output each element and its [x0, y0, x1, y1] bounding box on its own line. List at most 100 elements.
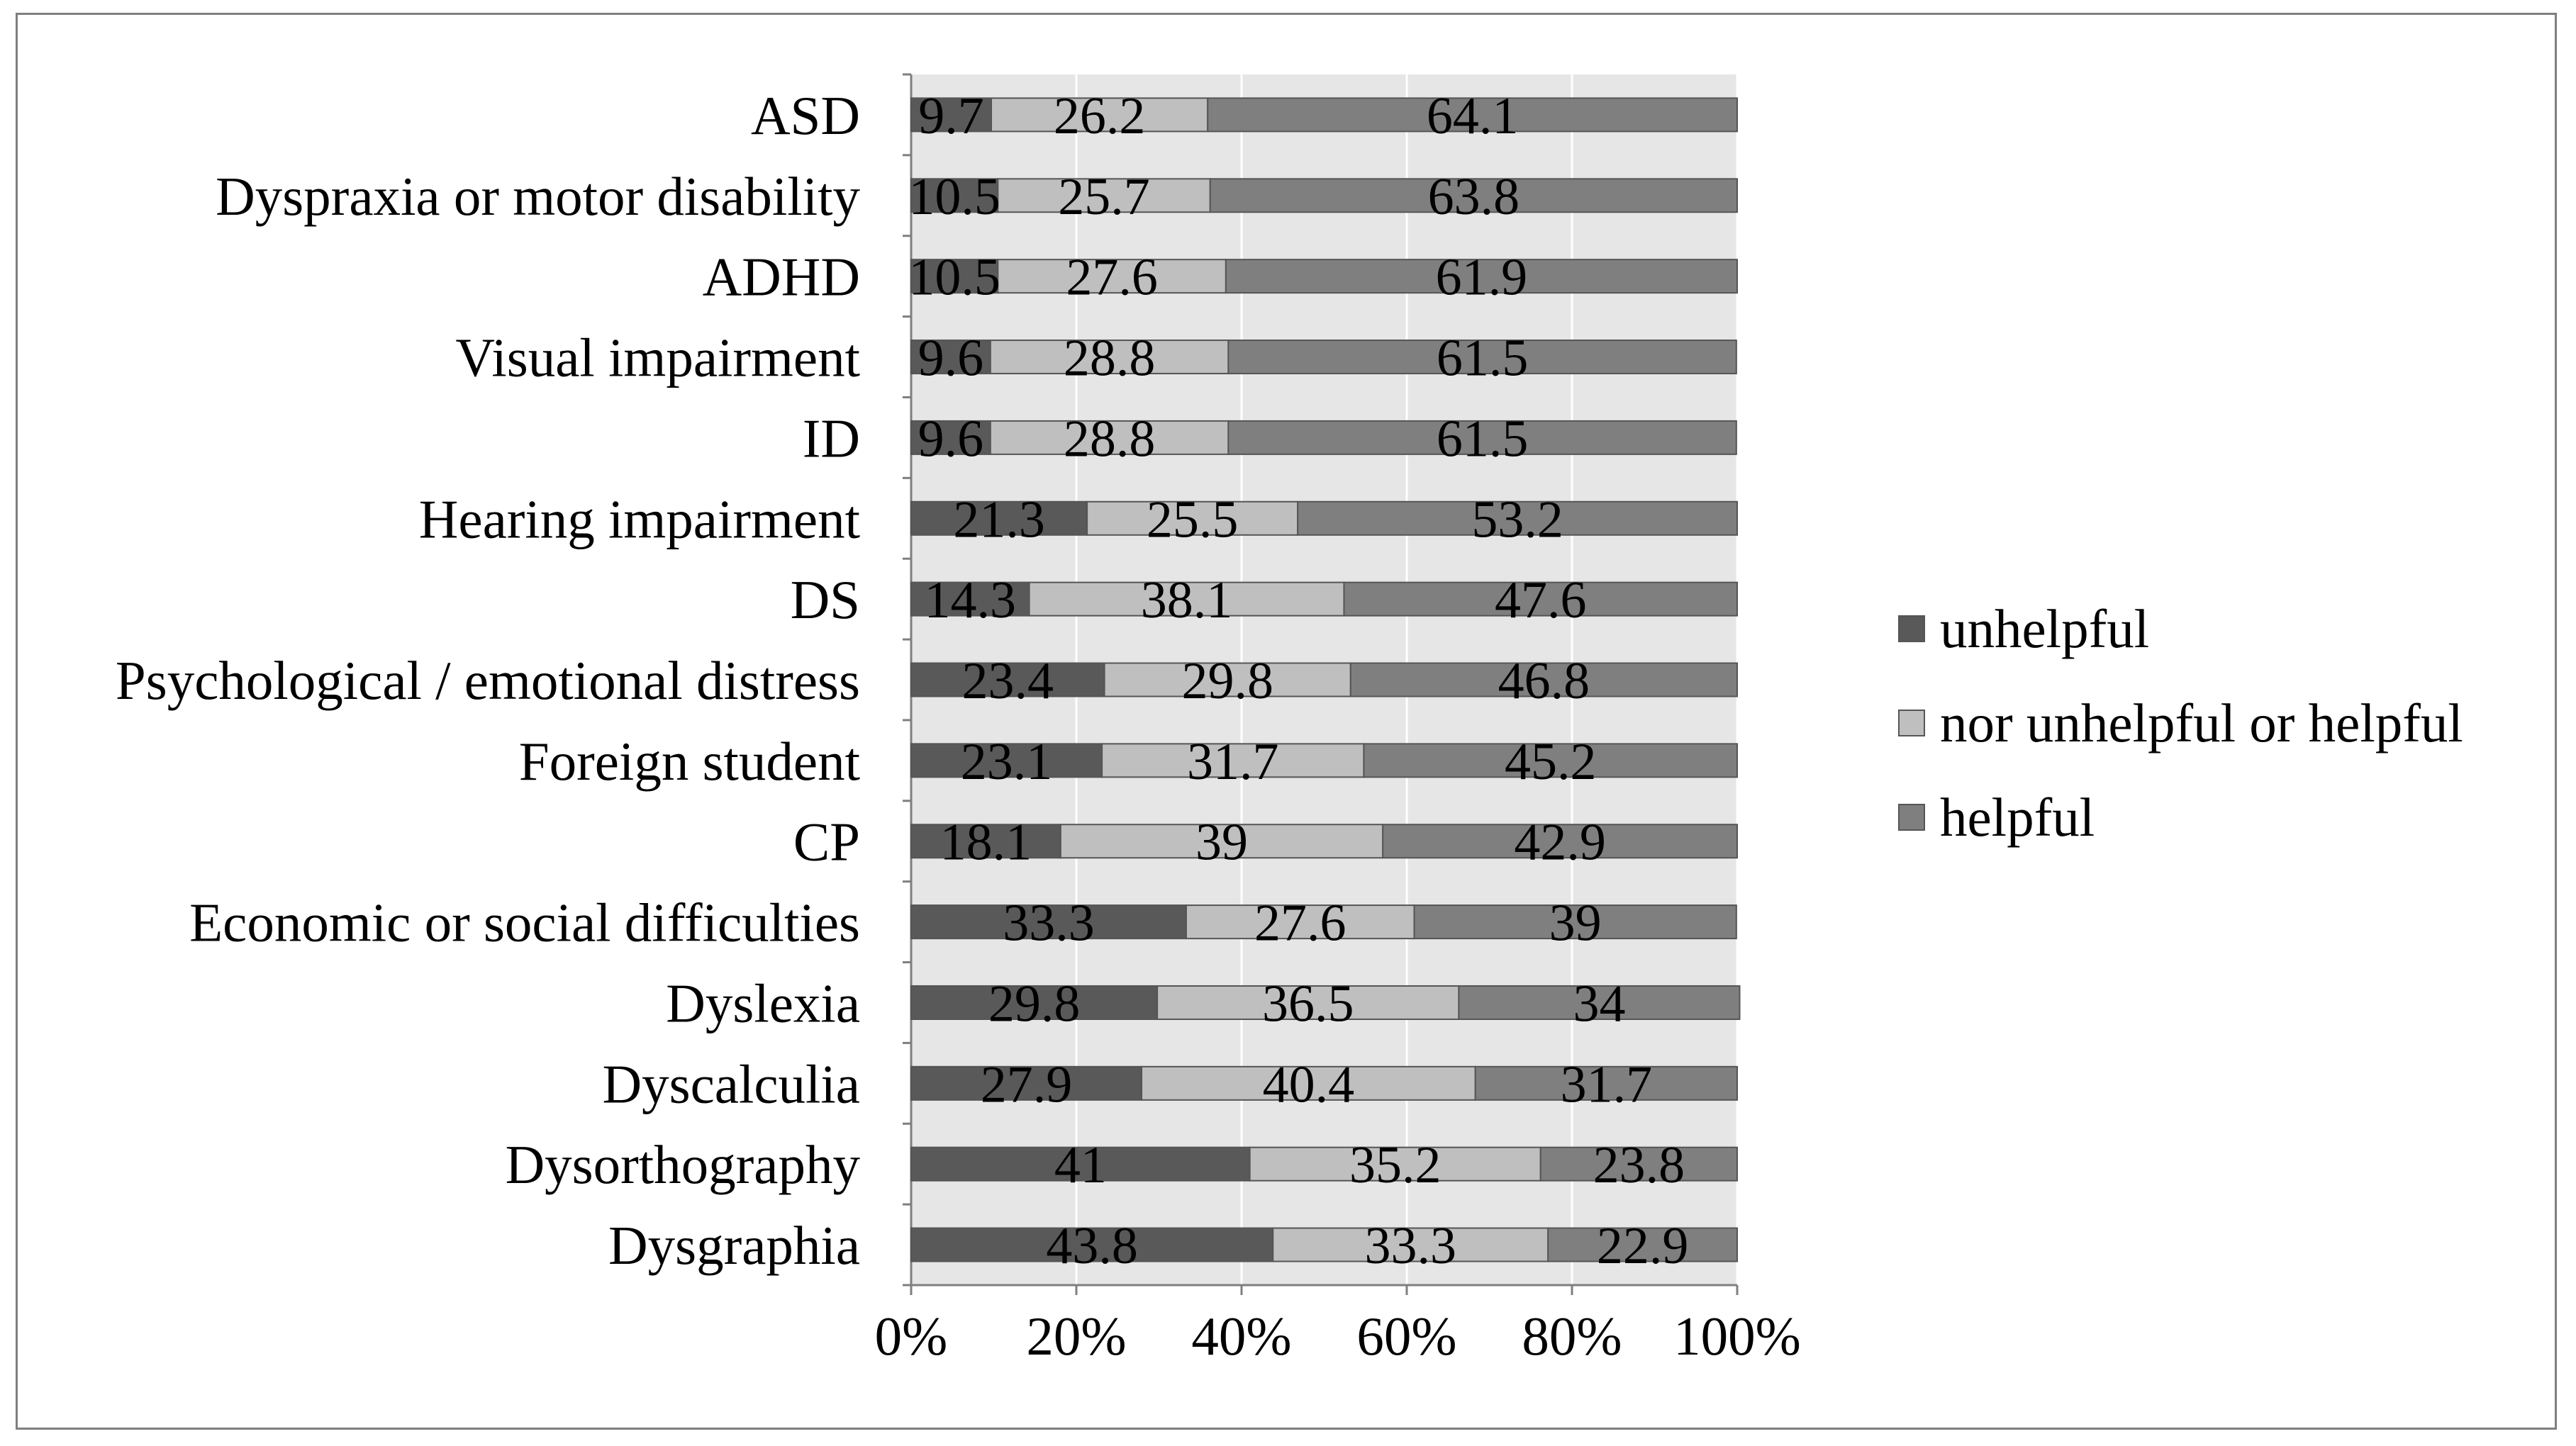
data-label: 41 [1054, 1136, 1107, 1194]
bar-segment [1539, 1146, 1738, 1182]
category-label: DS [791, 569, 860, 630]
legend: unhelpful nor unhelpful or helpful helpful [1898, 598, 2463, 848]
data-label: 29.8 [988, 975, 1081, 1033]
x-tick-label: 0% [875, 1306, 948, 1367]
legend-label: helpful [1940, 787, 2095, 848]
legend-swatch [1898, 710, 1925, 736]
data-label: 46.8 [1498, 652, 1590, 710]
data-label: 33.3 [1003, 895, 1095, 953]
data-label: 28.8 [1064, 330, 1156, 388]
category-label: Dyslexia [666, 973, 860, 1033]
data-label: 43.8 [1046, 1217, 1138, 1275]
data-label: 42.9 [1514, 814, 1606, 872]
category-label: Hearing impairment [419, 488, 860, 549]
x-axis-ticks: 0% 20% 40% 60% 80% 100% [875, 1285, 1801, 1367]
category-label: ID [803, 408, 860, 469]
data-label: 31.7 [1187, 733, 1279, 791]
category-label: CP [793, 812, 860, 873]
bar-segment [1059, 824, 1384, 859]
bar-segment [1349, 662, 1738, 697]
category-label: Dyspraxia or motor disability [216, 166, 860, 227]
bar-segment [910, 259, 999, 294]
x-tick-label: 40% [1191, 1306, 1291, 1367]
data-label: 10.5 [908, 168, 1000, 226]
data-label: 33.3 [1364, 1217, 1456, 1275]
data-label: 18.1 [940, 814, 1032, 872]
bar-segment [910, 1227, 1274, 1262]
bar-segment [1363, 743, 1739, 778]
bar-segment [910, 420, 991, 455]
category-label: ADHD [703, 247, 860, 308]
bar-segment [1249, 1146, 1541, 1182]
bar-segment [989, 340, 1230, 375]
data-label: 25.7 [1058, 168, 1150, 226]
data-label: 9.7 [918, 87, 984, 145]
category-label: Dysorthography [506, 1134, 861, 1195]
data-label: 61.5 [1437, 330, 1529, 388]
x-tick-label: 80% [1522, 1306, 1622, 1367]
bar-segment [910, 340, 991, 375]
category-label: Dyscalculia [603, 1053, 860, 1114]
bar-segment [1413, 904, 1737, 940]
data-label: 28.8 [1064, 410, 1156, 468]
bar-segment [910, 1146, 1251, 1182]
x-tick-label: 100% [1673, 1306, 1801, 1367]
bar-segment [910, 662, 1105, 697]
bars [910, 97, 1741, 1262]
legend-label: nor unhelpful or helpful [1940, 693, 2463, 753]
bar-segment [1209, 178, 1738, 213]
data-label: 23.1 [961, 733, 1053, 791]
bar-segment [910, 500, 1088, 536]
y-axis-ticks [903, 73, 911, 1287]
data-label: 31.7 [1561, 1055, 1653, 1114]
data-label: 53.2 [1471, 491, 1563, 549]
legend-swatch [1898, 804, 1925, 831]
data-label: 34 [1573, 975, 1625, 1033]
bar-segment [1382, 824, 1738, 859]
data-label: 61.5 [1437, 410, 1529, 468]
data-label: 9.6 [918, 410, 984, 468]
bar-segment [1225, 259, 1738, 294]
data-label: 61.9 [1436, 249, 1528, 307]
data-labels: 9.7 26.2 64.1 10.5 25.7 63.8 10.5 27.6 61.9 9.6 28… [908, 87, 1688, 1275]
category-label: ASD [751, 85, 860, 146]
data-label: 63.8 [1428, 168, 1520, 226]
bar-segment [1297, 500, 1738, 536]
category-labels: ASD Dyspraxia or motor disability ADHD Visu… [116, 85, 861, 1276]
data-label: 10.5 [908, 249, 1000, 307]
data-label: 39 [1549, 895, 1602, 953]
data-label: 23.8 [1593, 1136, 1685, 1194]
data-label: 47.6 [1495, 571, 1587, 629]
data-label: 23.4 [962, 652, 1054, 710]
data-label: 45.2 [1505, 733, 1597, 791]
data-label: 36.5 [1262, 975, 1354, 1033]
x-tick-label: 60% [1356, 1306, 1456, 1367]
data-label: 26.2 [1054, 87, 1146, 145]
category-label: Psychological / emotional distress [116, 650, 860, 711]
bar-segment [910, 985, 1159, 1020]
data-label: 39 [1195, 814, 1248, 872]
data-label: 35.2 [1349, 1136, 1442, 1194]
bar-segment [989, 420, 1230, 455]
bar-segment [910, 97, 993, 133]
data-label: 64.1 [1427, 87, 1519, 145]
bar-segment [1227, 340, 1737, 375]
bar-segment [1227, 420, 1737, 455]
bar-segment [1343, 581, 1738, 617]
data-label: 38.1 [1141, 571, 1233, 629]
bar-segment [1207, 97, 1738, 133]
x-tick-label: 20% [1026, 1306, 1126, 1367]
legend-label: unhelpful [1940, 598, 2149, 659]
bar-segment [1028, 581, 1345, 617]
data-label: 9.6 [918, 330, 984, 388]
bar-segment [910, 904, 1187, 940]
data-label: 27.6 [1066, 249, 1158, 307]
category-label: Dysgraphia [608, 1215, 860, 1276]
data-label: 14.3 [925, 571, 1017, 629]
bar-segment [997, 178, 1211, 213]
bar-segment [1547, 1227, 1739, 1262]
data-label: 25.5 [1147, 491, 1239, 549]
category-label: Economic or social difficulties [189, 892, 860, 953]
bar-segment [1156, 985, 1460, 1020]
